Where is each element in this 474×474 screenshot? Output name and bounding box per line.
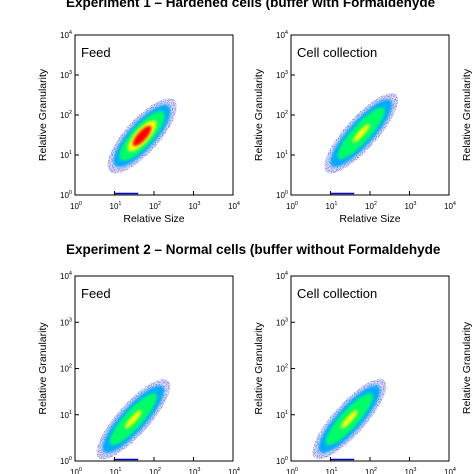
experiment-1-title: Experiment 1 – Hardened cells (buffer wi… — [66, 0, 436, 10]
y-tick-label: 103 — [60, 317, 72, 327]
x-tick-label: 104 — [444, 467, 456, 474]
x-tick-label: 100 — [70, 201, 82, 211]
partial-panel-y-label: Relative Granularity — [461, 68, 473, 161]
density-plot-panel: 100 101 102 103 104 100 101 102 103 104 Relative S… — [253, 30, 456, 225]
y-tick-label: 101 — [60, 150, 72, 160]
y-axis-label: Relative Granularity — [37, 322, 49, 415]
y-tick-label: 103 — [60, 70, 72, 80]
x-tick-label: 103 — [189, 201, 201, 211]
y-tick-label: 103 — [276, 317, 288, 327]
x-tick-label: 101 — [326, 201, 338, 211]
x-tick-label: 101 — [110, 201, 122, 211]
x-tick-label: 100 — [286, 201, 298, 211]
panel-title: Cell collection — [297, 45, 377, 60]
density-level — [132, 125, 152, 147]
density-level — [125, 410, 142, 429]
y-tick-label: 102 — [60, 110, 72, 120]
y-tick-label: 103 — [276, 70, 288, 80]
y-tick-label: 104 — [60, 30, 72, 40]
y-tick-label: 102 — [60, 364, 72, 374]
density-cloud — [107, 98, 177, 195]
y-tick-label: 100 — [276, 190, 288, 200]
x-tick-label: 103 — [405, 467, 417, 474]
density-cloud — [96, 379, 171, 461]
x-tick-label: 100 — [70, 467, 82, 474]
x-tick-label: 102 — [149, 201, 161, 211]
y-tick-label: 104 — [276, 30, 288, 40]
y-tick-label: 100 — [60, 456, 72, 466]
plot-frame — [290, 275, 450, 462]
x-axis-label: Relative Size — [339, 213, 400, 225]
y-tick-label: 101 — [60, 410, 72, 420]
x-tick-label: 103 — [189, 467, 201, 474]
x-tick-label: 102 — [149, 467, 161, 474]
x-axis-label: Relative Size — [123, 213, 184, 225]
plot-frame — [74, 275, 234, 462]
x-tick-label: 102 — [365, 467, 377, 474]
panel-title: Cell collection — [297, 286, 377, 301]
y-tick-label: 100 — [276, 456, 288, 466]
y-tick-label: 101 — [276, 410, 288, 420]
y-axis-label: Relative Granularity — [37, 68, 49, 161]
density-cloud — [312, 379, 387, 461]
y-tick-label: 101 — [276, 150, 288, 160]
x-tick-label: 104 — [444, 201, 456, 211]
density-cloud — [324, 93, 399, 195]
x-tick-label: 102 — [365, 201, 377, 211]
x-tick-label: 101 — [326, 467, 338, 474]
experiment-2-title: Experiment 2 – Normal cells (buffer with… — [66, 242, 441, 257]
y-axis-label: Relative Granularity — [253, 322, 265, 415]
y-tick-label: 104 — [60, 271, 72, 281]
x-tick-label: 101 — [110, 467, 122, 474]
density-plot-panel: 100 101 102 103 104 100 101 102 103 104 Relative S… — [37, 30, 240, 225]
panel-title: Feed — [81, 45, 111, 60]
x-tick-label: 104 — [228, 201, 240, 211]
x-tick-label: 100 — [286, 467, 298, 474]
y-tick-label: 102 — [276, 364, 288, 374]
x-tick-label: 103 — [405, 201, 417, 211]
y-tick-label: 100 — [60, 190, 72, 200]
y-tick-label: 104 — [276, 271, 288, 281]
density-level — [352, 124, 370, 143]
y-axis-label: Relative Granularity — [253, 68, 265, 161]
y-tick-label: 102 — [276, 110, 288, 120]
x-tick-label: 104 — [228, 467, 240, 474]
density-level — [341, 410, 358, 429]
partial-panel-y-label: Relative Granularity — [461, 321, 473, 414]
panel-title: Feed — [81, 286, 111, 301]
